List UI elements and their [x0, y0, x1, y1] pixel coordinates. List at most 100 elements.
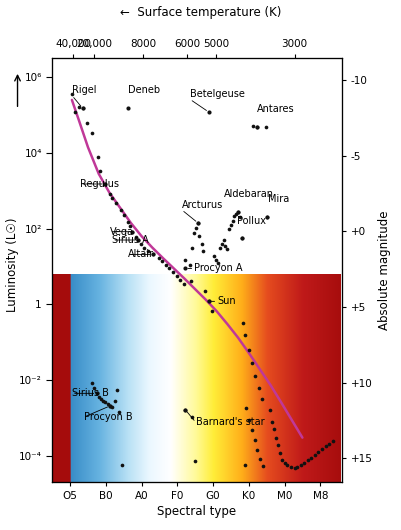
Point	[245, 416, 251, 424]
Point	[141, 243, 147, 252]
Point	[307, 454, 314, 462]
Point	[251, 372, 258, 381]
Point	[112, 199, 119, 207]
Text: Sirius A: Sirius A	[112, 235, 149, 245]
Point	[314, 448, 321, 456]
Point	[124, 104, 131, 112]
Point	[188, 244, 195, 253]
Point	[144, 247, 151, 255]
Point	[102, 180, 108, 188]
Point	[191, 229, 197, 237]
Text: Aldebaran: Aldebaran	[223, 189, 273, 199]
Point	[198, 240, 205, 248]
Point	[241, 330, 248, 339]
Point	[263, 213, 270, 221]
Point	[187, 277, 194, 285]
Point	[196, 232, 202, 241]
Point	[281, 458, 287, 467]
Point	[95, 393, 102, 401]
Point	[236, 213, 242, 222]
Point	[180, 279, 186, 288]
Point	[234, 208, 241, 217]
Point	[232, 209, 239, 218]
Point	[91, 384, 97, 393]
Point	[199, 246, 206, 255]
Point	[72, 108, 79, 116]
Text: Vega: Vega	[109, 227, 133, 237]
Point	[201, 287, 208, 295]
Point	[245, 346, 251, 354]
Point	[127, 222, 133, 230]
Point	[93, 389, 99, 398]
Point	[239, 319, 246, 328]
Point	[297, 461, 303, 470]
Text: Barnard's star: Barnard's star	[195, 418, 264, 428]
Point	[238, 234, 244, 242]
Text: Luminosity (L☉): Luminosity (L☉)	[6, 218, 18, 312]
Point	[272, 434, 278, 442]
Point	[192, 457, 198, 466]
Point	[176, 276, 183, 284]
Point	[304, 456, 310, 465]
Point	[89, 129, 95, 137]
Point	[251, 436, 257, 444]
Text: Arcturus: Arcturus	[181, 200, 222, 210]
Point	[238, 234, 244, 242]
Point	[173, 272, 179, 280]
Point	[287, 463, 294, 471]
Point	[325, 439, 332, 448]
Point	[186, 260, 192, 269]
Point	[109, 193, 115, 202]
Point	[104, 399, 111, 408]
Point	[188, 413, 194, 421]
Point	[132, 233, 139, 241]
Point	[134, 236, 141, 244]
Point	[107, 190, 113, 198]
Text: Sun: Sun	[217, 296, 235, 306]
Point	[205, 297, 211, 306]
Point	[194, 219, 201, 227]
Point	[134, 236, 141, 244]
Point	[227, 220, 233, 229]
Point	[291, 464, 297, 472]
Point	[182, 405, 188, 414]
Point	[253, 446, 260, 454]
Point	[93, 389, 99, 398]
Point	[192, 224, 198, 232]
Point	[97, 395, 104, 403]
Point	[107, 402, 113, 410]
Point	[118, 461, 124, 470]
Point	[300, 458, 307, 467]
Point	[234, 208, 241, 217]
Point	[253, 123, 259, 131]
Point	[205, 108, 211, 116]
Point	[117, 206, 124, 215]
Point	[311, 451, 317, 460]
Point	[225, 224, 231, 233]
Point	[255, 383, 261, 392]
Point	[166, 264, 172, 272]
Point	[79, 104, 86, 112]
Point	[268, 418, 274, 426]
Text: Antares: Antares	[256, 104, 294, 114]
Point	[102, 398, 108, 407]
Point	[116, 408, 122, 417]
Point	[89, 379, 95, 387]
Point	[162, 260, 169, 269]
Point	[265, 406, 272, 414]
Text: Altair: Altair	[128, 250, 154, 259]
Text: Pollux: Pollux	[237, 216, 266, 226]
Point	[259, 395, 265, 403]
Point	[150, 250, 156, 259]
Point	[212, 255, 219, 264]
Text: Mira: Mira	[268, 194, 289, 204]
Point	[114, 385, 120, 394]
Text: Rigel: Rigel	[72, 85, 96, 95]
Point	[248, 359, 254, 367]
Point	[97, 167, 103, 175]
Point	[293, 463, 300, 471]
Point	[241, 461, 247, 470]
Text: Regulus: Regulus	[80, 179, 119, 189]
Point	[318, 445, 324, 453]
Point	[284, 461, 290, 470]
